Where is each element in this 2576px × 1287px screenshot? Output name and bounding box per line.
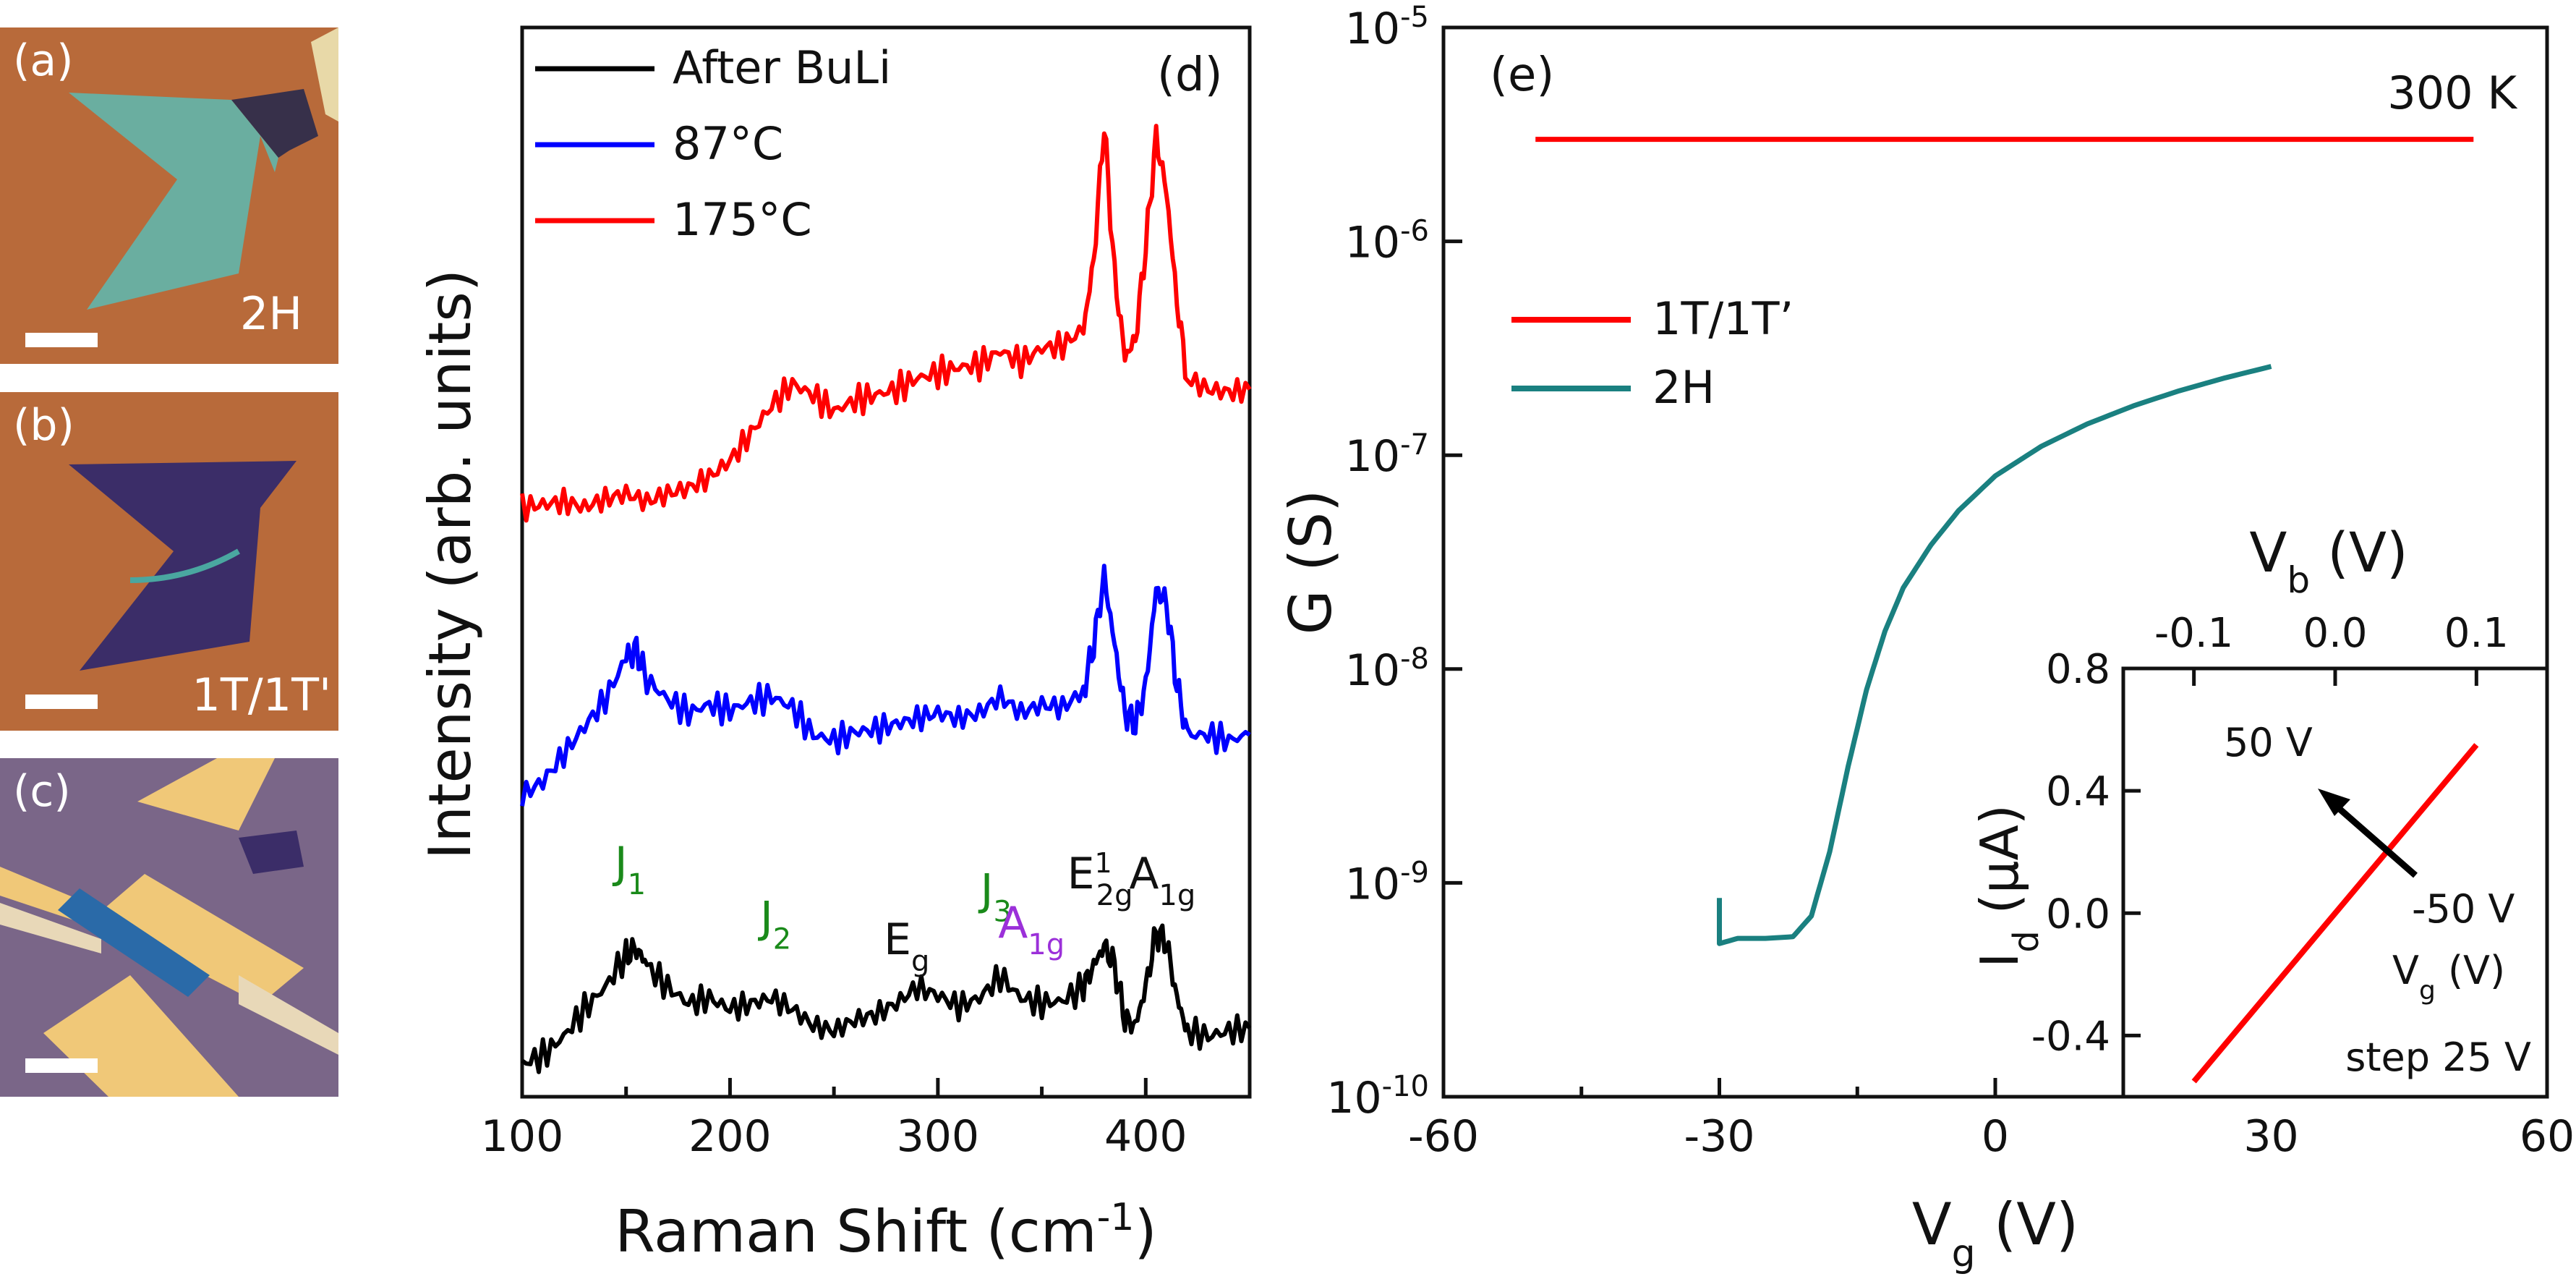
raman-x-tick-label: 300	[897, 1111, 980, 1162]
raman-peak-label-0: J1	[612, 838, 646, 901]
inset-series-group	[2191, 743, 2479, 1084]
raman-peak-label-2: Eg	[884, 914, 929, 978]
conductance-panel-label: (e)	[1490, 48, 1554, 102]
raman-panel-label: (d)	[1157, 48, 1223, 102]
conductance-y-tick-label: 10-8	[1345, 642, 1429, 696]
inset-y-tick-label: -0.4	[2031, 1013, 2110, 1060]
scale-bar-c	[25, 1058, 98, 1073]
conductance-ticks-group: -60 -30 0 30 60 10-10 10-9 10-8 10-7 10-6 10-5	[1326, 1, 2575, 1162]
raman-series-line-1	[520, 564, 1251, 807]
inset-ticks-group: -0.1 0.0 0.1 -0.4 0.0 0.4 0.8	[2031, 610, 2509, 1060]
conductance-y-tick-label: 10-7	[1345, 428, 1429, 482]
raman-series-line-2	[520, 124, 1252, 523]
panel-label-b: (b)	[13, 400, 74, 451]
raman-plot-frame	[520, 25, 1252, 1099]
inset-y-tick-label: 0.8	[2046, 646, 2110, 693]
panel-label-c: (c)	[13, 766, 71, 817]
inset-y-tick-label: 0.0	[2046, 891, 2110, 938]
conductance-x-tick-label: -30	[1684, 1111, 1755, 1162]
temperature-label: 300 K	[2387, 67, 2517, 119]
photo-panel-a: (a) 2H	[0, 27, 338, 364]
conductance-x-tick-label: 60	[2520, 1111, 2575, 1162]
panel-label-a: (a)	[13, 35, 74, 86]
iv-inset: -0.1 0.0 0.1 -0.4 0.0 0.4 0.8 Vb (V) Id (μA) 5…	[1969, 520, 2549, 1099]
conductance-x-tick-label: 30	[2243, 1111, 2298, 1162]
scale-bar-a	[25, 333, 98, 347]
conductance-x-tick-label: -60	[1408, 1111, 1479, 1162]
conductance-y-tick-label: 10-5	[1345, 1, 1429, 54]
raman-series-group	[520, 124, 1252, 1074]
inset-arrow	[2318, 789, 2418, 878]
raman-legend-label-0: After BuLi	[673, 41, 891, 94]
conductance-chart: -60 -30 0 30 60 10-10 10-9 10-8 10-7 10-6 10-5 1T/…	[1277, 1, 2575, 1275]
inset-bottom-annotation: -50 V	[2412, 886, 2515, 932]
raman-peak-label-6: A1g	[1129, 849, 1195, 912]
inset-y-axis-label: Id (μA)	[1969, 804, 2047, 968]
conductance-legend: 1T/1T’ 2H	[1511, 292, 1794, 414]
inset-x-axis-label: Vb (V)	[2249, 520, 2407, 601]
inset-vg-annotation: Vg (V)	[2392, 948, 2505, 1006]
raman-legend-label-2: 175°C	[673, 193, 812, 246]
photo-panel-c: (c)	[0, 758, 338, 1097]
photo-panel-b: (b) 1T/1T'	[0, 392, 338, 731]
panel-corner-label-a: 2H	[239, 287, 302, 340]
inset-series-line-0	[2191, 743, 2479, 1084]
raman-x-axis-label: Raman Shift (cm-1)	[615, 1196, 1156, 1265]
conductance-x-tick-label: 0	[1982, 1111, 2009, 1162]
raman-legend-label-1: 87°C	[673, 117, 783, 170]
raman-peak-label-3: J3	[978, 865, 1012, 929]
inset-y-tick-label: 0.4	[2046, 768, 2110, 815]
raman-ticks-group: 100 200 300 400	[481, 1078, 1252, 1162]
conductance-y-tick-label: 10-6	[1345, 215, 1429, 268]
conductance-series-group	[1535, 137, 2474, 946]
conductance-y-tick-label: 10-10	[1326, 1070, 1429, 1124]
raman-x-tick-label: 100	[481, 1111, 564, 1162]
inset-x-tick-label: 0.1	[2444, 610, 2509, 657]
inset-x-tick-label: -0.1	[2154, 610, 2233, 657]
raman-peak-label-5: E1 2g	[1067, 847, 1133, 912]
conductance-y-axis-label: G (S)	[1277, 490, 1344, 635]
raman-x-tick-label: 200	[688, 1111, 772, 1162]
inset-step-annotation: step 25 V	[2345, 1035, 2531, 1080]
raman-peak-label-1: J2	[757, 893, 791, 956]
raman-legend: After BuLi 87°C 175°C	[535, 41, 891, 246]
inset-plot-frame	[2121, 666, 2549, 1099]
conductance-legend-label-1: 2H	[1652, 361, 1715, 414]
inset-top-annotation: 50 V	[2224, 720, 2313, 765]
raman-y-axis-label: Intensity (arb. units)	[417, 269, 484, 859]
panel-corner-label-b: 1T/1T'	[192, 668, 331, 721]
inset-x-tick-label: 0.0	[2303, 610, 2367, 657]
raman-chart: 100 200 300 400 After BuLi 87°C 175°C J1 J2 Eg J…	[417, 25, 1252, 1265]
raman-x-tick-label: 400	[1104, 1111, 1187, 1162]
conductance-y-tick-label: 10-9	[1345, 856, 1429, 909]
conductance-x-axis-label: Vg (V)	[1912, 1191, 2078, 1275]
raman-peak-label-4: A1g	[998, 898, 1065, 961]
conductance-legend-label-0: 1T/1T’	[1652, 292, 1794, 345]
conductance-series-line-1	[1717, 364, 2272, 946]
scale-bar-b	[25, 695, 98, 709]
raman-series-line-0	[521, 923, 1252, 1074]
